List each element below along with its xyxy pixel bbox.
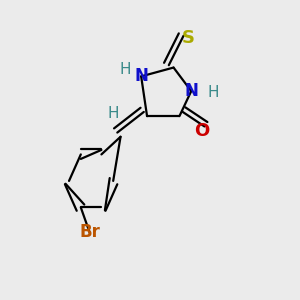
- Text: N: N: [184, 82, 198, 100]
- Text: N: N: [134, 68, 148, 85]
- Text: O: O: [194, 122, 209, 140]
- Text: H: H: [208, 85, 219, 100]
- Text: H: H: [119, 61, 131, 76]
- Text: H: H: [107, 106, 119, 121]
- Text: S: S: [182, 29, 195, 47]
- Text: Br: Br: [79, 224, 100, 242]
